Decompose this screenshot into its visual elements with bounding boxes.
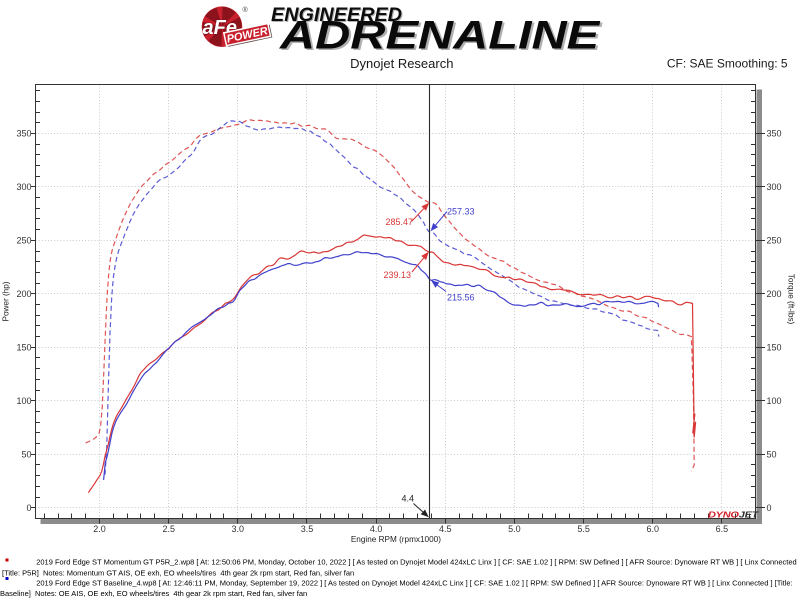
svg-text:50: 50 [21,449,31,459]
svg-text:100: 100 [767,396,782,406]
svg-text:®: ® [243,6,249,14]
svg-text:6.0: 6.0 [646,524,659,534]
svg-text:300: 300 [16,182,31,192]
svg-text:5.5: 5.5 [577,524,590,534]
svg-text:2.5: 2.5 [162,524,175,534]
svg-text:Torque (ft-lbs): Torque (ft-lbs) [787,274,796,325]
svg-text:ADRENALINE: ADRENALINE [279,14,601,58]
svg-text:ENGINEERED: ENGINEERED [272,6,403,28]
svg-text:150: 150 [16,343,31,353]
svg-text:350: 350 [767,129,782,139]
svg-text:CF: SAE Smoothing: 5: CF: SAE Smoothing: 5 [667,57,788,71]
svg-text:215.56: 215.56 [447,293,475,303]
svg-text:285.47: 285.47 [385,217,413,227]
svg-text:50: 50 [767,449,777,459]
svg-text:4.5: 4.5 [439,524,452,534]
svg-text:ENGINEERED: ENGINEERED [271,5,402,27]
svg-text:Power (hp): Power (hp) [2,281,11,321]
svg-text:DYNOJET: DYNOJET [708,510,759,520]
svg-text:239.13: 239.13 [383,270,411,280]
svg-text:100: 100 [16,396,31,406]
svg-text:257.33: 257.33 [447,207,475,217]
svg-text:ADRENALINE: ADRENALINE [281,15,603,59]
svg-text:350: 350 [16,129,31,139]
svg-text:250: 250 [767,236,782,246]
svg-text:5.0: 5.0 [508,524,521,534]
svg-text:200: 200 [767,289,782,299]
svg-text:Engine RPM (rpmx1000): Engine RPM (rpmx1000) [351,535,441,544]
svg-text:Baseline] Notes: OE AIS, OE e: Baseline] Notes: OE AIS, OE exh, EO whee… [0,589,307,598]
svg-text:2019 Ford Edge ST Momentum GT: 2019 Ford Edge ST Momentum GT P5R_2.wp8 … [36,558,797,567]
svg-text:0: 0 [767,503,772,513]
svg-text:[Title: P5R] Notes: Momentum: [Title: P5R] Notes: Momentum GT AIS, OE … [2,568,354,577]
svg-text:150: 150 [767,343,782,353]
svg-text:4.0: 4.0 [370,524,383,534]
svg-text:250: 250 [16,236,31,246]
svg-text:3.0: 3.0 [232,524,245,534]
svg-text:0: 0 [26,503,31,513]
svg-text:2.0: 2.0 [93,524,106,534]
svg-text:200: 200 [16,289,31,299]
svg-text:6.5: 6.5 [716,524,729,534]
svg-text:4.4: 4.4 [401,494,414,504]
svg-text:3.5: 3.5 [301,524,314,534]
svg-text:Dynojet Research: Dynojet Research [350,56,453,71]
svg-text:2019 Ford Edge ST Baseline_4.w: 2019 Ford Edge ST Baseline_4.wp8 [ At: 1… [36,579,793,588]
svg-text:300: 300 [767,182,782,192]
